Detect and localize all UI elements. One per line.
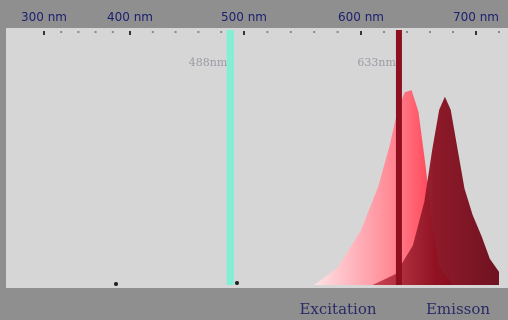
legend-entry: Excitation: [299, 300, 376, 318]
laser-label: 488nm: [189, 56, 228, 69]
laser-label: 633nm: [357, 56, 396, 69]
minor-tick: [60, 31, 63, 33]
minor-tick: [197, 31, 200, 33]
minor-tick: [383, 31, 385, 33]
minor-tick: [174, 31, 177, 33]
emission-curve: [372, 96, 499, 285]
x-tick-label: 400 nm: [107, 10, 153, 24]
minor-tick: [94, 31, 97, 33]
laser-line: [395, 30, 402, 285]
x-tick-label: 300 nm: [21, 10, 67, 24]
x-tick-label: 500 nm: [221, 10, 267, 24]
legend-entry: Emisson: [426, 300, 490, 318]
x-tick-label: 700 nm: [453, 10, 499, 24]
minor-tick: [77, 31, 80, 33]
minor-tick: [429, 31, 431, 33]
minor-tick: [452, 31, 454, 33]
laser-lines-layer: 488nm 633nm: [189, 30, 402, 285]
minor-tick: [151, 31, 154, 33]
x-tick-label: 600 nm: [338, 10, 384, 24]
bottom-dot: [235, 281, 239, 285]
x-axis-tick-labels: 300 nm 400 nm 500 nm 600 nm 700 nm: [21, 10, 499, 24]
minor-tick: [289, 31, 292, 33]
minor-tick: [406, 31, 408, 33]
minor-tick: [313, 31, 316, 33]
laser-line: [226, 30, 234, 285]
major-tick: [129, 31, 131, 35]
minor-tick: [266, 31, 269, 33]
top-tick-marks: [43, 31, 500, 35]
minor-tick: [336, 31, 339, 33]
minor-tick: [498, 31, 500, 33]
minor-tick: [220, 31, 223, 33]
bottom-dot: [114, 282, 118, 286]
major-tick: [475, 31, 477, 35]
minor-tick: [111, 31, 114, 33]
spectra-layer: [314, 90, 499, 285]
legend: Excitation Emisson: [299, 300, 490, 318]
major-tick: [43, 31, 45, 35]
major-tick: [360, 31, 362, 35]
major-tick: [243, 31, 245, 35]
